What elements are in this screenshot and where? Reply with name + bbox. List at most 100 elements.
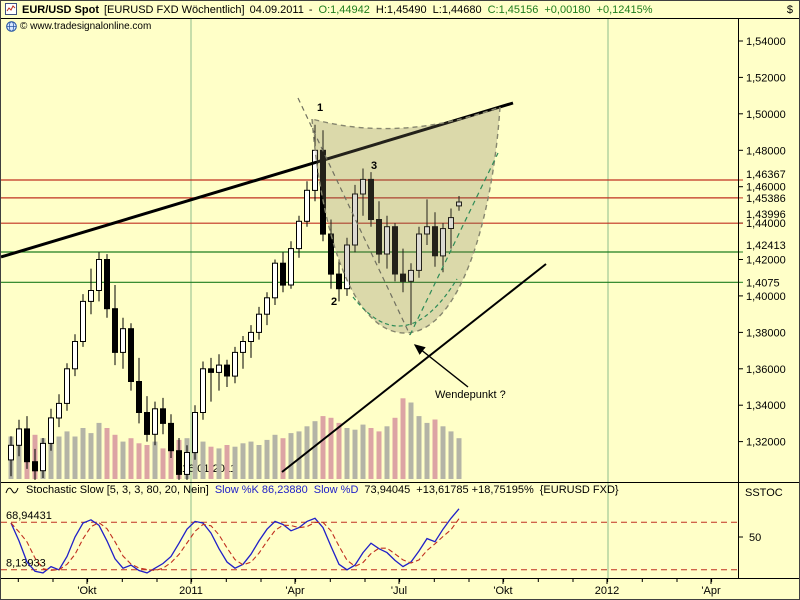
candle-body	[440, 228, 446, 257]
volume-bar	[384, 426, 390, 479]
app-icon-line	[6, 4, 16, 11]
price-tick-label: 1,42000	[746, 255, 786, 267]
text-segment: 73,94045	[364, 484, 411, 496]
candle-body	[168, 422, 174, 452]
time-axis-label: 2012	[595, 585, 619, 597]
app-icon-graphic	[5, 2, 17, 15]
volume-bar	[424, 422, 430, 479]
candle-body	[40, 442, 46, 472]
volume-bar	[72, 436, 78, 479]
cup-pattern	[311, 105, 501, 334]
candle-body	[224, 364, 230, 377]
candle-body	[304, 189, 310, 222]
volume-bar	[48, 441, 54, 479]
price-level-label: 1,42413	[746, 240, 786, 252]
volume-bar	[360, 424, 366, 479]
candle-body	[192, 412, 198, 454]
candle-body	[328, 233, 334, 275]
price-level-label: 1,43996	[746, 209, 786, 221]
candle-body	[208, 368, 214, 373]
price-tick-label: 1,48000	[746, 145, 786, 157]
volume-bar	[432, 419, 438, 479]
price-tick-label: 1,32000	[746, 437, 786, 449]
stoch-level-label: 8,13933	[6, 558, 46, 570]
copyright-note: © www.tradesignalonline.com	[6, 21, 151, 32]
indicator-axis-label: SSTOC	[745, 487, 783, 499]
text-segment: +0,12415%	[596, 4, 653, 16]
price-tick-label: 1,52000	[746, 72, 786, 84]
indicator-wave-icon	[5, 487, 19, 493]
chart-title-symbol: EUR/USD Spot	[22, 4, 99, 16]
candle-body	[288, 248, 294, 286]
volume-bar	[200, 441, 206, 479]
annotation-text: Wendepunkt ?	[435, 389, 506, 401]
text-segment: Slow %K 86,23880	[214, 484, 308, 496]
time-axis-label: 'Okt	[493, 585, 512, 597]
price-tick-label: 1,40000	[746, 291, 786, 303]
trend-line	[1, 101, 514, 259]
volume-bar	[272, 434, 278, 479]
text-segment: Slow %D	[313, 484, 359, 496]
price-tick-label: 1,38000	[746, 327, 786, 339]
text-segment: Stochastic Slow [5, 3, 3, 80, 20, Nein]	[26, 484, 209, 496]
volume-bar	[392, 417, 398, 479]
volume-bar	[256, 445, 262, 479]
volume-bar	[264, 439, 270, 479]
candle-body	[296, 220, 302, 250]
title-bar: EUR/USD Spot [EURUSD FXD Wöchentlich] 04…	[1, 1, 799, 18]
volume-bar	[216, 448, 222, 479]
candle-body	[104, 259, 110, 310]
text-segment: +13,61785 +18,75195%	[416, 484, 534, 496]
candle-body	[120, 328, 126, 353]
candle-body	[48, 417, 54, 444]
volume-bar	[16, 439, 22, 479]
price-axis[interactable]	[738, 19, 799, 578]
candle-body	[64, 368, 70, 404]
candle-body	[336, 273, 342, 290]
volume-bar	[144, 445, 150, 479]
candle-body	[88, 290, 94, 302]
candle-body	[80, 300, 86, 342]
text-segment: C:1,45156	[487, 4, 539, 16]
candle-body	[280, 262, 286, 286]
volume-bar	[296, 431, 302, 479]
text-segment: {EURUSD FXD}	[539, 484, 619, 496]
stochastic-plot[interactable]	[1, 483, 738, 578]
volume-bar	[456, 438, 462, 479]
text-segment: L:1,44680	[432, 4, 482, 16]
volume-bar	[400, 398, 406, 480]
time-axis-label: 'Okt	[77, 585, 96, 597]
text-segment: -	[308, 4, 313, 16]
volume-bar	[208, 446, 214, 479]
main-chart-plot[interactable]	[1, 19, 738, 482]
candle-body	[456, 201, 462, 207]
copyright-text: © www.tradesignalonline.com	[20, 21, 152, 32]
candle-body	[200, 368, 206, 413]
time-axis[interactable]	[1, 579, 799, 599]
volume-bar	[440, 426, 446, 479]
text-segment: H:1,45490	[375, 4, 427, 16]
volume-bar	[112, 434, 118, 479]
stoch-level-label: 68,94431	[6, 510, 52, 522]
stoch-percent-k-line	[10, 508, 460, 574]
stoch-tick-label: 50	[749, 532, 761, 544]
candle-body	[216, 364, 222, 373]
volume-bar	[328, 417, 334, 479]
time-axis-label: 'Apr	[701, 585, 721, 597]
price-tick-label: 1,34000	[746, 400, 786, 412]
candle-body	[128, 328, 134, 383]
quote-values: - O:1,44942 H:1,45490 L:1,44680 C:1,45156 +0,…	[309, 4, 653, 16]
stoch-percent-d-line	[10, 518, 460, 572]
text-segment: +0,00180	[544, 4, 591, 16]
price-axis-unit-label: $	[786, 4, 793, 16]
volume-bar	[240, 443, 246, 479]
candle-body	[136, 381, 142, 413]
indicator-header: Stochastic Slow [5, 3, 3, 80, 20, Nein] S…	[5, 484, 619, 496]
text-segment: O:1,44942	[318, 4, 370, 16]
candle-body	[160, 408, 166, 424]
volume-bar	[368, 428, 374, 479]
candle-body	[112, 308, 118, 353]
app-icon	[5, 2, 17, 18]
time-axis-label: 'Jul	[391, 585, 407, 597]
